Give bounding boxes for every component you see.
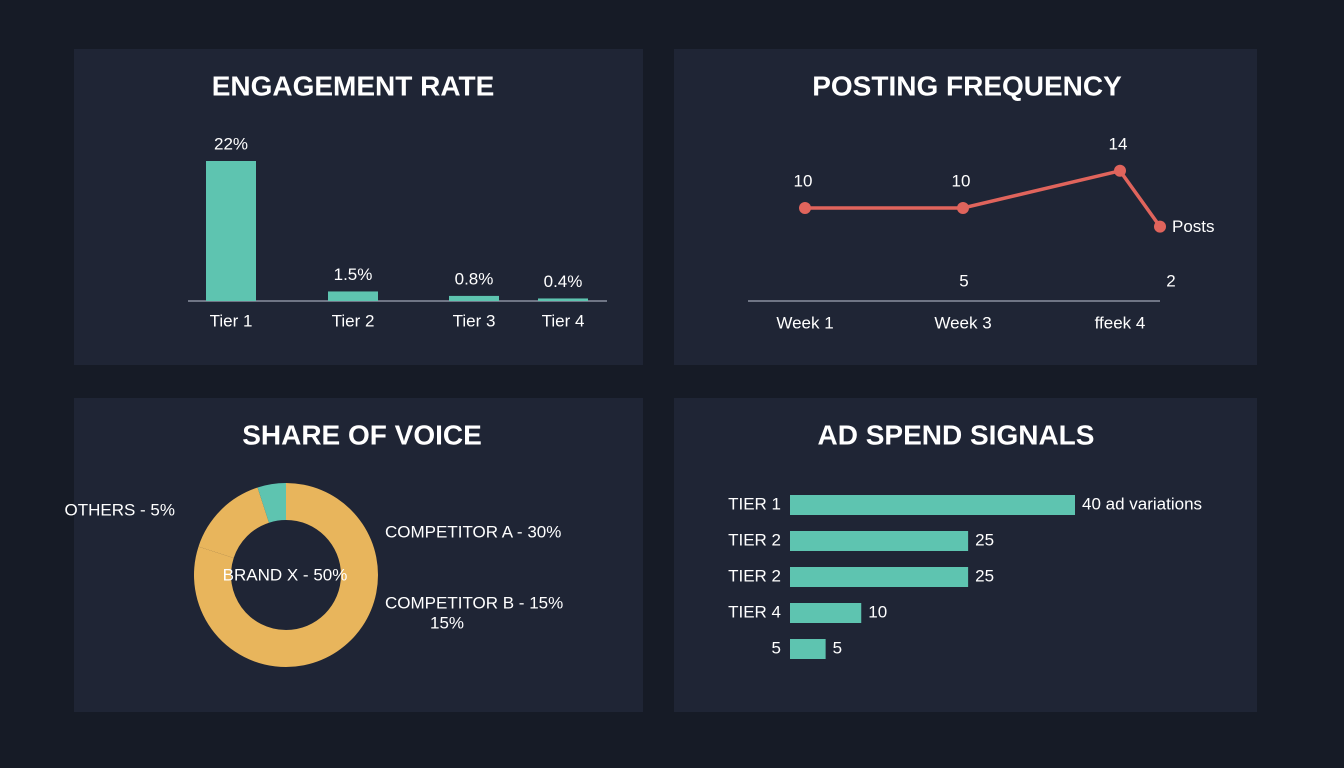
data-label: 0.8%	[455, 269, 494, 288]
data-label: 1.5%	[334, 265, 373, 284]
bar	[790, 603, 862, 623]
x-tick-label: Tier 2	[332, 311, 375, 330]
data-label: 22%	[214, 134, 248, 153]
slice	[286, 483, 378, 667]
point	[957, 202, 969, 214]
annotation: 2	[1166, 271, 1175, 290]
x-tick-label: Week 1	[776, 313, 833, 332]
bar	[790, 531, 969, 551]
y-tick-label: 5	[772, 638, 781, 657]
bar	[449, 295, 499, 301]
data-label: 40 ad variations	[1082, 494, 1202, 513]
data-label: 10	[952, 171, 971, 190]
data-label: 5	[833, 638, 842, 657]
slice	[198, 487, 270, 559]
y-tick-label: TIER 2	[728, 566, 781, 585]
bar	[790, 495, 1075, 515]
slice-label: BRAND X - 50%	[223, 565, 348, 584]
slice	[257, 483, 286, 523]
point	[1154, 220, 1166, 233]
panel	[74, 49, 643, 365]
chart-title: SHARE OF VOICE	[242, 419, 482, 450]
legend-label: Posts	[1172, 217, 1215, 236]
bar	[538, 298, 588, 301]
chart-title: ENGAGEMENT RATE	[212, 70, 495, 101]
bar	[206, 161, 256, 301]
annotation: 15%	[430, 613, 464, 632]
annotation: 5	[959, 271, 968, 290]
y-tick-label: TIER 2	[728, 530, 781, 549]
data-label: 25	[975, 530, 994, 549]
line	[805, 168, 1162, 228]
data-label: 0.4%	[544, 272, 583, 291]
y-tick-label: TIER 1	[728, 494, 781, 513]
point	[1114, 164, 1126, 177]
bar	[790, 639, 826, 659]
y-tick-label: TIER 4	[728, 602, 781, 621]
slice-label: COMPETITOR B - 15%	[385, 593, 563, 612]
bar	[790, 567, 969, 587]
data-label: 25	[975, 566, 994, 585]
x-tick-label: Tier 4	[542, 311, 585, 330]
data-label: 14	[1109, 134, 1128, 153]
data-label: 10	[868, 602, 887, 621]
bar	[328, 291, 378, 301]
x-tick-label: ffeek 4	[1095, 313, 1146, 332]
slice-label: COMPETITOR A - 30%	[385, 522, 561, 541]
x-tick-label: Tier 1	[210, 311, 253, 330]
chart-title: AD SPEND SIGNALS	[818, 419, 1095, 450]
chart-title: POSTING FREQUENCY	[812, 70, 1122, 101]
x-tick-label: Week 3	[934, 313, 991, 332]
data-label: 10	[794, 171, 813, 190]
x-tick-label: Tier 3	[453, 311, 496, 330]
panel	[674, 398, 1257, 712]
slice	[194, 546, 286, 667]
point	[799, 202, 811, 214]
slice-label: OTHERS - 5%	[64, 500, 175, 519]
